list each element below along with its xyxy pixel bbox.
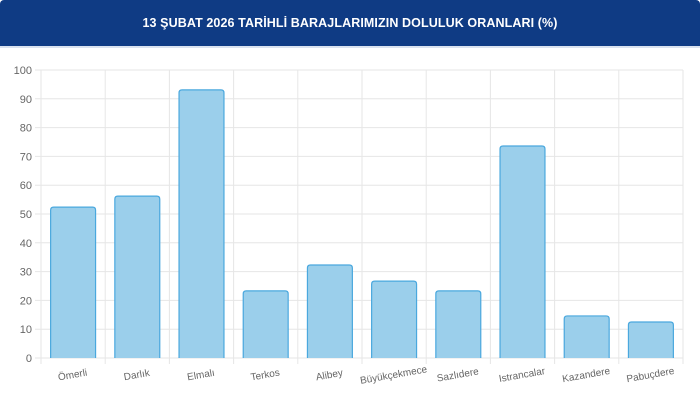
- y-tick-label: 0: [26, 353, 32, 365]
- bar-kazandere: [563, 315, 610, 358]
- bar-pabuçdere: [627, 321, 674, 358]
- x-tick-label: Darlık: [123, 368, 152, 384]
- bar-sazlıdere: [435, 290, 482, 358]
- x-tick-label: Büyükçekmece: [359, 364, 428, 387]
- chart-title: 13 ŞUBAT 2026 TARİHLİ BARAJLARIMIZIN DOL…: [142, 16, 558, 30]
- bar-terkos: [242, 290, 289, 358]
- bar-alibey: [306, 264, 353, 358]
- y-tick-label: 10: [20, 324, 32, 336]
- bar-büyükçekmece: [371, 280, 418, 358]
- x-tick-label: Terkos: [250, 368, 281, 384]
- bar-elmalı: [178, 89, 225, 358]
- x-tick-label: Pabuçdere: [626, 366, 676, 385]
- x-tick-label: Istrancalar: [498, 366, 547, 385]
- chart-header: 13 ŞUBAT 2026 TARİHLİ BARAJLARIMIZIN DOL…: [0, 0, 700, 48]
- y-tick-label: 60: [20, 180, 32, 192]
- y-tick-label: 90: [20, 94, 32, 106]
- x-tick-label: Elmalı: [186, 368, 215, 384]
- y-tick-label: 40: [20, 238, 32, 250]
- x-tick-label: Alibey: [315, 368, 344, 384]
- y-tick-label: 80: [20, 123, 32, 135]
- y-tick-label: 70: [20, 151, 32, 163]
- bar-chart: 0 10 20 30 40 50 60 70 80 90 100 Ömerli Darlık Elmalı…: [14, 65, 684, 387]
- y-tick-label: 100: [14, 65, 32, 77]
- x-tick-label: Ömerli: [57, 367, 88, 384]
- y-tick-label: 50: [20, 209, 32, 221]
- bar-darlık: [114, 195, 161, 358]
- bar-istrancalar: [499, 145, 546, 358]
- y-tick-label: 20: [20, 295, 32, 307]
- x-tick-label: Sazlıdere: [436, 366, 480, 384]
- x-tick-label: Kazandere: [561, 366, 611, 385]
- bar-ömerli: [50, 206, 97, 358]
- y-tick-label: 30: [20, 267, 32, 279]
